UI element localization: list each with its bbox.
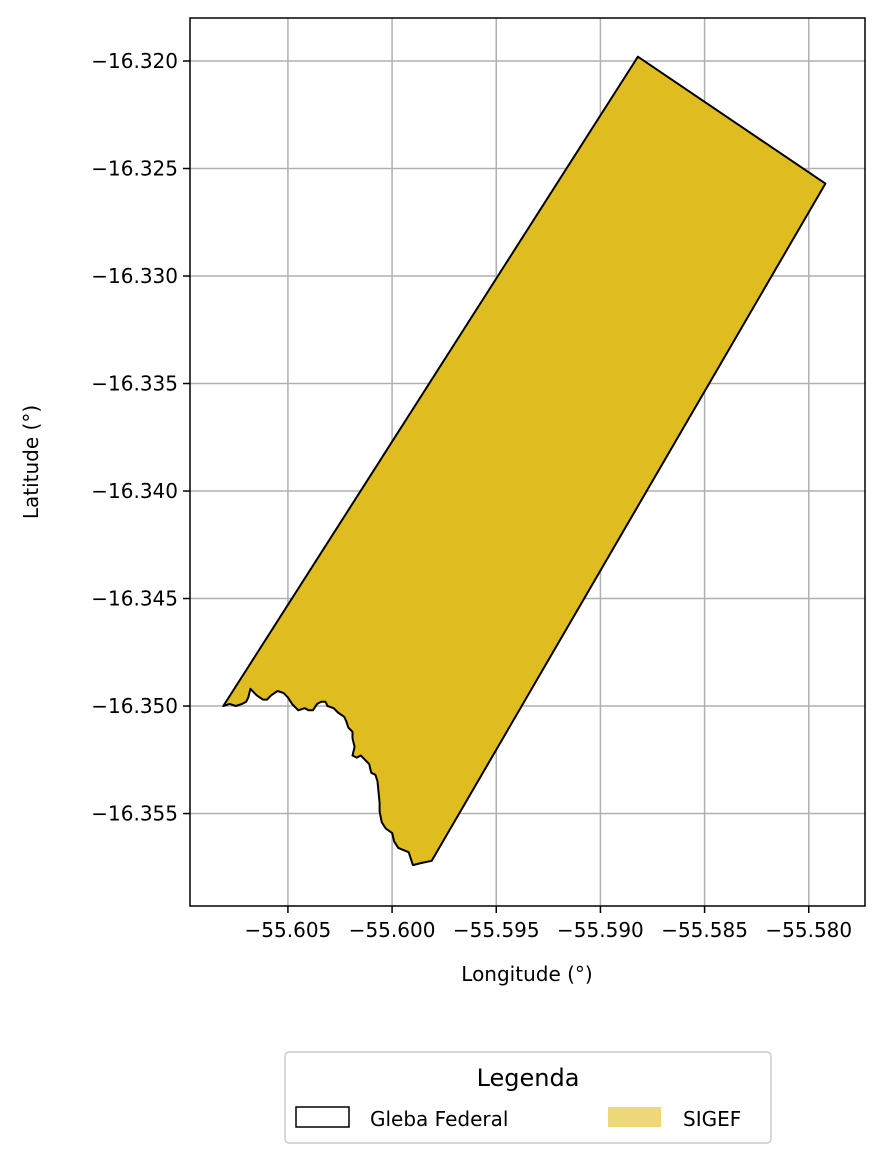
legend-label-gleba-federal: Gleba Federal [370,1107,508,1131]
x-axis-ticks: −55.605 −55.600 −55.595 −55.590 −55.585 −55.5… [245,906,853,942]
x-tick-label: −55.595 [453,918,540,942]
y-axis-title: Latitude (°) [19,405,43,519]
y-tick-label: −16.335 [91,372,178,396]
polygon-layer [223,57,825,865]
x-tick-label: −55.585 [661,918,748,942]
y-tick-label: −16.350 [91,694,178,718]
legend-label-sigef: SIGEF [683,1107,741,1131]
y-tick-label: −16.325 [91,157,178,181]
y-tick-label: −16.340 [91,479,178,503]
y-tick-label: −16.320 [91,49,178,73]
x-tick-label: −55.590 [557,918,644,942]
x-axis-title: Longitude (°) [461,962,592,986]
legend-title: Legenda [477,1064,580,1092]
polygon-sigef [223,57,825,865]
x-tick-label: −55.600 [349,918,436,942]
y-tick-label: −16.345 [91,587,178,611]
x-tick-label: −55.580 [765,918,852,942]
y-axis-ticks: −16.320 −16.325 −16.330 −16.335 −16.340 −16.3… [91,49,190,826]
x-tick-label: −55.605 [245,918,332,942]
legend: Legenda Gleba Federal SIGEF [285,1052,771,1143]
y-tick-label: −16.355 [91,802,178,826]
legend-swatch-sigef [608,1107,661,1127]
y-tick-label: −16.330 [91,264,178,288]
